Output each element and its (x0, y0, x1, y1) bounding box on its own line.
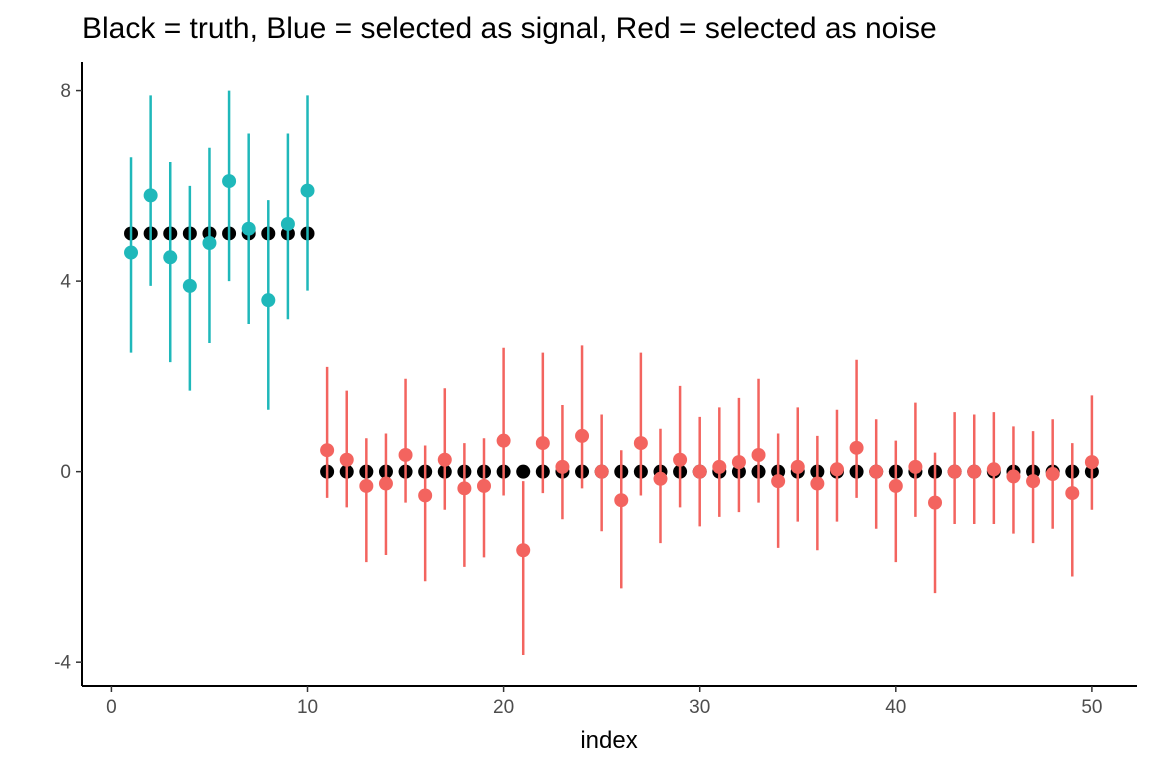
noise-point (575, 428, 590, 443)
noise-point (418, 488, 433, 503)
noise-point (1084, 455, 1099, 470)
noise-point (1065, 486, 1080, 501)
signal-point (300, 183, 315, 198)
noise-point (731, 455, 746, 470)
y-tick-label: 0 (60, 462, 71, 483)
x-tick-label: 30 (689, 697, 710, 718)
x-tick-label: 20 (493, 697, 514, 718)
signal-point (222, 174, 237, 189)
chart-title: Black = truth, Blue = selected as signal… (82, 12, 937, 45)
x-tick-label: 0 (106, 697, 117, 718)
noise-point (1026, 474, 1041, 489)
truth-point (516, 464, 531, 479)
noise-point (849, 440, 864, 455)
noise-point (869, 464, 884, 479)
noise-point (437, 452, 452, 467)
noise-point (320, 443, 335, 458)
noise-point (594, 464, 609, 479)
noise-point (928, 495, 943, 510)
noise-point (947, 464, 962, 479)
noise-point (712, 459, 727, 474)
noise-point (1006, 469, 1021, 484)
noise-point (673, 452, 688, 467)
noise-point (829, 462, 844, 477)
noise-point (516, 543, 531, 558)
y-tick-label: 4 (60, 272, 71, 293)
plot-area (124, 90, 1099, 656)
noise-point (378, 476, 393, 491)
noise-point (790, 459, 805, 474)
y-tick-label: -4 (54, 653, 71, 674)
noise-point (692, 464, 707, 479)
noise-point (339, 452, 354, 467)
noise-point (633, 436, 648, 451)
noise-point (398, 447, 413, 462)
y-tick-label: 8 (60, 81, 71, 102)
noise-point (359, 478, 374, 493)
signal-point (202, 236, 217, 251)
noise-point (967, 464, 982, 479)
x-axis-title: index (580, 727, 637, 754)
noise-point (496, 433, 511, 448)
noise-point (653, 471, 668, 486)
x-tick-label: 40 (885, 697, 906, 718)
noise-point (457, 481, 472, 496)
noise-point (888, 478, 903, 493)
signal-point (163, 250, 178, 265)
noise-point (535, 436, 550, 451)
signal-point (182, 278, 197, 293)
noise-point (476, 478, 491, 493)
signal-point (124, 245, 139, 260)
signal-point (241, 221, 256, 236)
noise-point (986, 462, 1001, 477)
noise-point (810, 476, 825, 491)
signal-point (280, 216, 295, 231)
axes: -4 0 4 8 0 10 20 30 40 50 (54, 62, 1137, 718)
noise-point (908, 459, 923, 474)
signal-point (143, 188, 158, 203)
noise-point (751, 447, 766, 462)
x-tick-label: 10 (297, 697, 318, 718)
noise-point (1045, 467, 1060, 482)
noise-point (771, 474, 786, 489)
x-tick-label: 50 (1081, 697, 1102, 718)
noise-point (614, 493, 629, 508)
signal-point (261, 293, 276, 308)
noise-point (555, 459, 570, 474)
